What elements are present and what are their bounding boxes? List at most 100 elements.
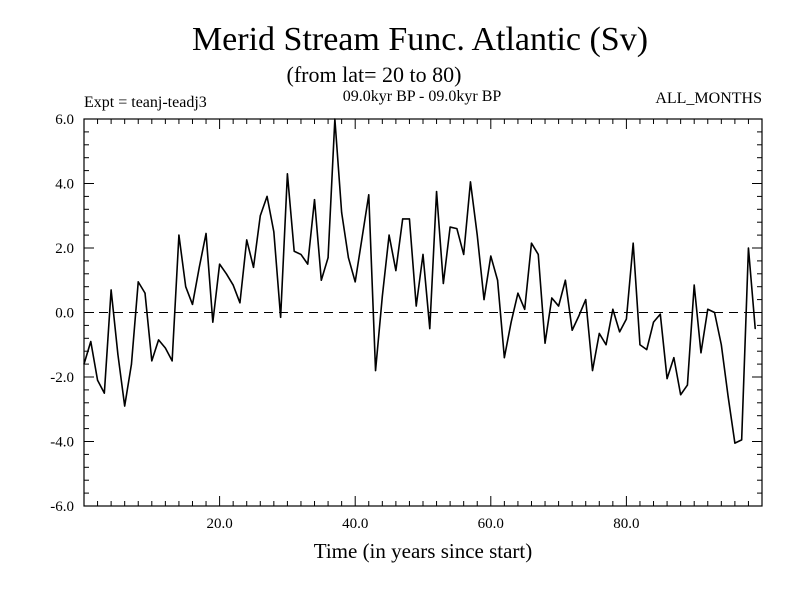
data-point [646,348,648,351]
data-point [347,257,350,259]
data-point [510,321,512,323]
data-point [741,439,743,441]
data-point [720,344,722,346]
data-point [469,181,472,183]
data-point [144,292,146,294]
data-point [157,339,160,341]
data-point [212,321,214,323]
data-point [151,360,153,362]
data-point [252,266,255,268]
data-point [747,247,750,249]
data-point [313,199,316,201]
data-point [117,353,119,356]
data-point [239,302,241,304]
data-point [707,308,709,310]
data-point [659,313,661,315]
data-point [734,442,736,444]
data-point [205,232,207,235]
data-point [564,279,566,281]
data-point [680,394,682,396]
chart-title: Merid Stream Func. Atlantic (Sv) [192,21,648,58]
period-label: 09.0kyr BP - 09.0kyr BP [343,88,502,105]
data-point [571,329,573,331]
data-point [381,295,383,297]
y-tick-label: 6.0 [55,112,74,128]
data-point [368,194,370,196]
data-point [612,308,614,310]
data-point [619,331,621,333]
data-point [415,305,417,307]
y-tick-label: -2.0 [50,370,74,386]
data-point [700,352,702,354]
data-point [225,273,227,275]
data-point [361,237,363,239]
x-tick-label: 20.0 [206,516,232,532]
data-point [551,297,553,299]
data-point [90,340,92,343]
data-point [591,369,594,372]
chart-subtitle: (from lat= 20 to 80) [287,62,462,87]
data-point [537,253,539,256]
data-point [219,263,221,265]
data-point [503,357,505,359]
data-point [300,253,302,256]
data-point [558,305,560,307]
data-point [232,284,234,286]
data-point [286,173,288,175]
data-point [435,190,438,193]
x-tick-label: 60.0 [478,516,504,532]
y-tick-label: 0.0 [55,306,74,322]
x-tick-label: 80.0 [613,516,639,532]
data-point [137,281,139,283]
data-point [429,328,431,330]
data-point [456,228,458,230]
data-point [395,269,397,272]
x-tick-label: 40.0 [342,516,368,532]
data-point [754,328,756,330]
data-point [130,363,133,365]
tick-layer [84,119,762,506]
data-point [320,279,322,281]
plot-frame [83,118,763,507]
data-point [307,263,309,265]
data-point [266,195,268,197]
months-label: ALL_MONTHS [655,90,762,107]
data-point [686,384,689,386]
data-point [524,308,526,310]
data-point [449,226,451,228]
data-point [476,234,478,236]
data-point [530,242,533,244]
data-point [198,266,200,268]
data-point [259,215,261,217]
data-point [666,378,668,380]
data-point [496,279,499,281]
data-point [422,253,424,256]
data-point [673,357,675,359]
data-point [103,392,105,394]
experiment-label: Expt = teanj-teadj3 [84,94,207,111]
data-point [693,284,695,286]
data-point [483,299,485,301]
data-point [293,250,295,252]
data-point [605,344,607,346]
tick-label-layer: 20.0 40.0 60.0 80.0 -6.0 -4.0 -2.0 0.0 2.0 4.0 6.0 [50,112,639,532]
data-point [388,234,390,236]
data-point [652,321,655,323]
y-tick-label: -6.0 [50,499,74,515]
data-point [713,311,716,314]
y-tick-label: 2.0 [55,241,74,257]
data-point [442,282,444,285]
data-point [639,344,641,346]
series-line [83,118,757,444]
data-point [164,347,166,349]
data-point [178,234,180,236]
data-point [402,218,404,220]
data-point [598,332,600,335]
data-point [273,231,275,233]
x-axis-label: Time (in years since start) [314,539,533,563]
data-point [124,405,126,407]
data-point [585,299,587,301]
data-point [632,242,634,244]
data-point [727,395,729,397]
